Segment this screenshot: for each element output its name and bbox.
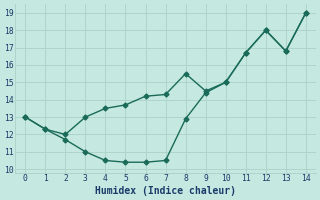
X-axis label: Humidex (Indice chaleur): Humidex (Indice chaleur) <box>95 186 236 196</box>
